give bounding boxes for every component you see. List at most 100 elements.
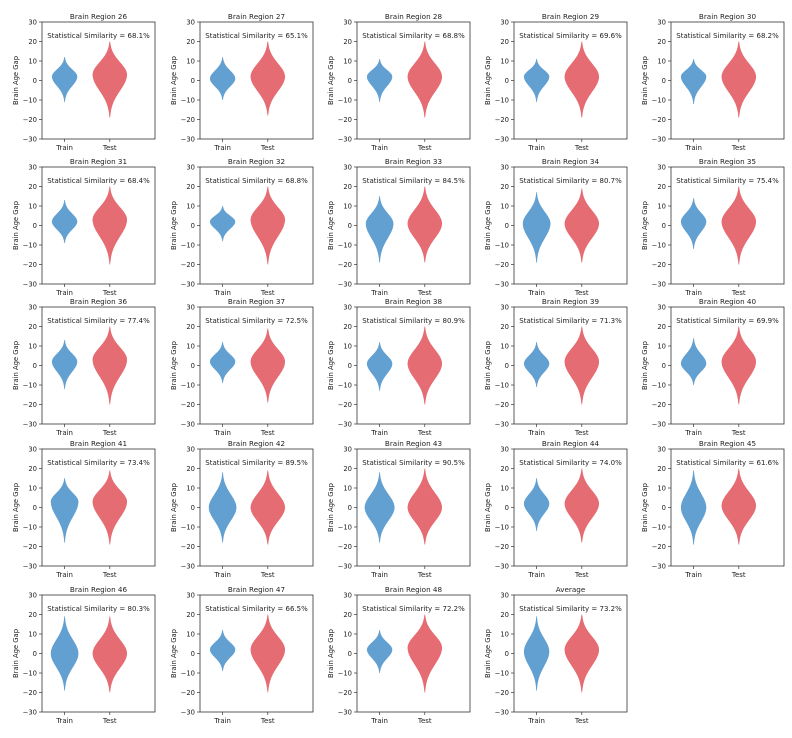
y-tick-label: 0 [191,362,195,370]
x-tick-label: Train [213,429,231,437]
y-tick-label: 20 [28,183,37,191]
y-tick-label: 20 [186,465,195,473]
y-axis-label: Brain Age Gap [170,629,178,678]
x-tick-label: Train [213,289,231,297]
test-violin [92,41,128,118]
y-tick-label: 30 [186,18,195,26]
y-tick-label: −30 [23,708,37,716]
y-tick-label: 0 [33,504,37,512]
x-tick-label: Test [417,717,432,725]
y-tick-label: −20 [495,401,509,409]
y-tick-label: 30 [500,591,509,599]
panel-title: Brain Region 32 [228,157,285,166]
panel-22: Brain Region 47 −30 −20 −10 0 10 20 30 Brain Age… [170,585,314,725]
train-violin [522,192,551,263]
y-tick-label: −10 [23,241,37,249]
test-violin [250,328,285,403]
panel-17: Brain Region 42 −30 −20 −10 0 10 20 30 Brain Age… [170,439,314,579]
y-tick-label: 20 [186,611,195,619]
y-tick-label: 0 [348,650,352,658]
train-violin [209,205,236,242]
y-tick-label: −20 [652,261,666,269]
x-tick-label: Test [102,571,117,579]
x-tick-label: Test [260,717,275,725]
y-tick-label: 10 [500,202,509,210]
panel-15: Brain Region 40 −30 −20 −10 0 10 20 30 Brain Age… [641,297,785,437]
train-violin [50,616,79,691]
y-tick-label: 30 [28,163,37,171]
similarity-annotation: Statistical Similarity = 69.9% [676,317,779,325]
y-axis-label: Brain Age Gap [170,483,178,532]
y-tick-label: 10 [500,630,509,638]
y-tick-label: 20 [186,183,195,191]
y-tick-label: −20 [23,689,37,697]
y-tick-label: −30 [652,420,666,428]
y-tick-label: 20 [657,38,666,46]
y-tick-label: −30 [495,420,509,428]
y-axis-label: Brain Age Gap [484,483,492,532]
x-tick-label: Test [102,289,117,297]
panel-title: Brain Region 29 [542,12,600,21]
x-tick-label: Test [574,289,589,297]
y-tick-label: 10 [28,57,37,65]
y-tick-label: −20 [652,401,666,409]
y-tick-label: −10 [652,381,666,389]
y-tick-label: −30 [338,135,352,143]
train-violin [209,57,236,101]
y-tick-label: −10 [181,96,195,104]
panel-9: Brain Region 34 −30 −20 −10 0 10 20 30 Brain Age… [484,157,628,297]
y-tick-label: 20 [343,38,352,46]
y-axis-label: Brain Age Gap [170,201,178,250]
x-tick-label: Test [417,429,432,437]
y-tick-label: −10 [181,669,195,677]
y-tick-label: −10 [652,96,666,104]
y-tick-label: 30 [186,591,195,599]
panel-title: Brain Region 27 [228,12,285,21]
x-tick-label: Test [574,429,589,437]
y-tick-label: −30 [495,280,509,288]
y-tick-label: −30 [495,562,509,570]
y-tick-label: −30 [181,708,195,716]
x-tick-label: Train [527,429,545,437]
train-violin [366,630,393,674]
x-tick-label: Train [527,289,545,297]
y-tick-label: −10 [23,669,37,677]
panel-1: Brain Region 26 −30 −20 −10 0 10 20 30 Brain Age… [12,12,156,152]
y-tick-label: −30 [338,708,352,716]
panel-title: Brain Region 35 [699,157,756,166]
y-tick-label: −20 [652,116,666,124]
test-violin [407,614,442,693]
y-tick-label: 10 [28,342,37,350]
panel-7: Brain Region 32 −30 −20 −10 0 10 20 30 Brain Age… [170,157,314,297]
train-violin [680,198,707,249]
y-tick-label: −10 [495,241,509,249]
y-tick-label: −30 [652,562,666,570]
y-tick-label: −20 [495,543,509,551]
test-violin [407,468,442,545]
x-tick-label: Test [574,717,589,725]
y-axis-label: Brain Age Gap [327,629,335,678]
y-tick-label: 0 [505,650,509,658]
x-tick-label: Train [684,571,702,579]
y-tick-label: 20 [657,465,666,473]
y-tick-label: 10 [186,630,195,638]
y-tick-label: 10 [28,202,37,210]
y-tick-label: 0 [662,222,666,230]
y-axis-label: Brain Age Gap [484,56,492,105]
panel-title: Brain Region 37 [228,297,285,306]
y-tick-label: 10 [657,484,666,492]
x-tick-label: Test [417,144,432,152]
x-tick-label: Test [731,429,746,437]
similarity-annotation: Statistical Similarity = 68.8% [205,177,308,185]
train-violin [50,478,79,543]
similarity-annotation: Statistical Similarity = 89.5% [205,459,308,467]
panel-title: Brain Region 36 [70,297,128,306]
test-violin [92,616,127,693]
x-tick-label: Train [684,144,702,152]
y-axis-label: Brain Age Gap [170,56,178,105]
y-tick-label: 30 [500,445,509,453]
y-tick-label: −10 [338,96,352,104]
panel-title: Brain Region 38 [385,297,443,306]
y-axis-label: Brain Age Gap [641,341,649,390]
train-violin [680,58,707,104]
